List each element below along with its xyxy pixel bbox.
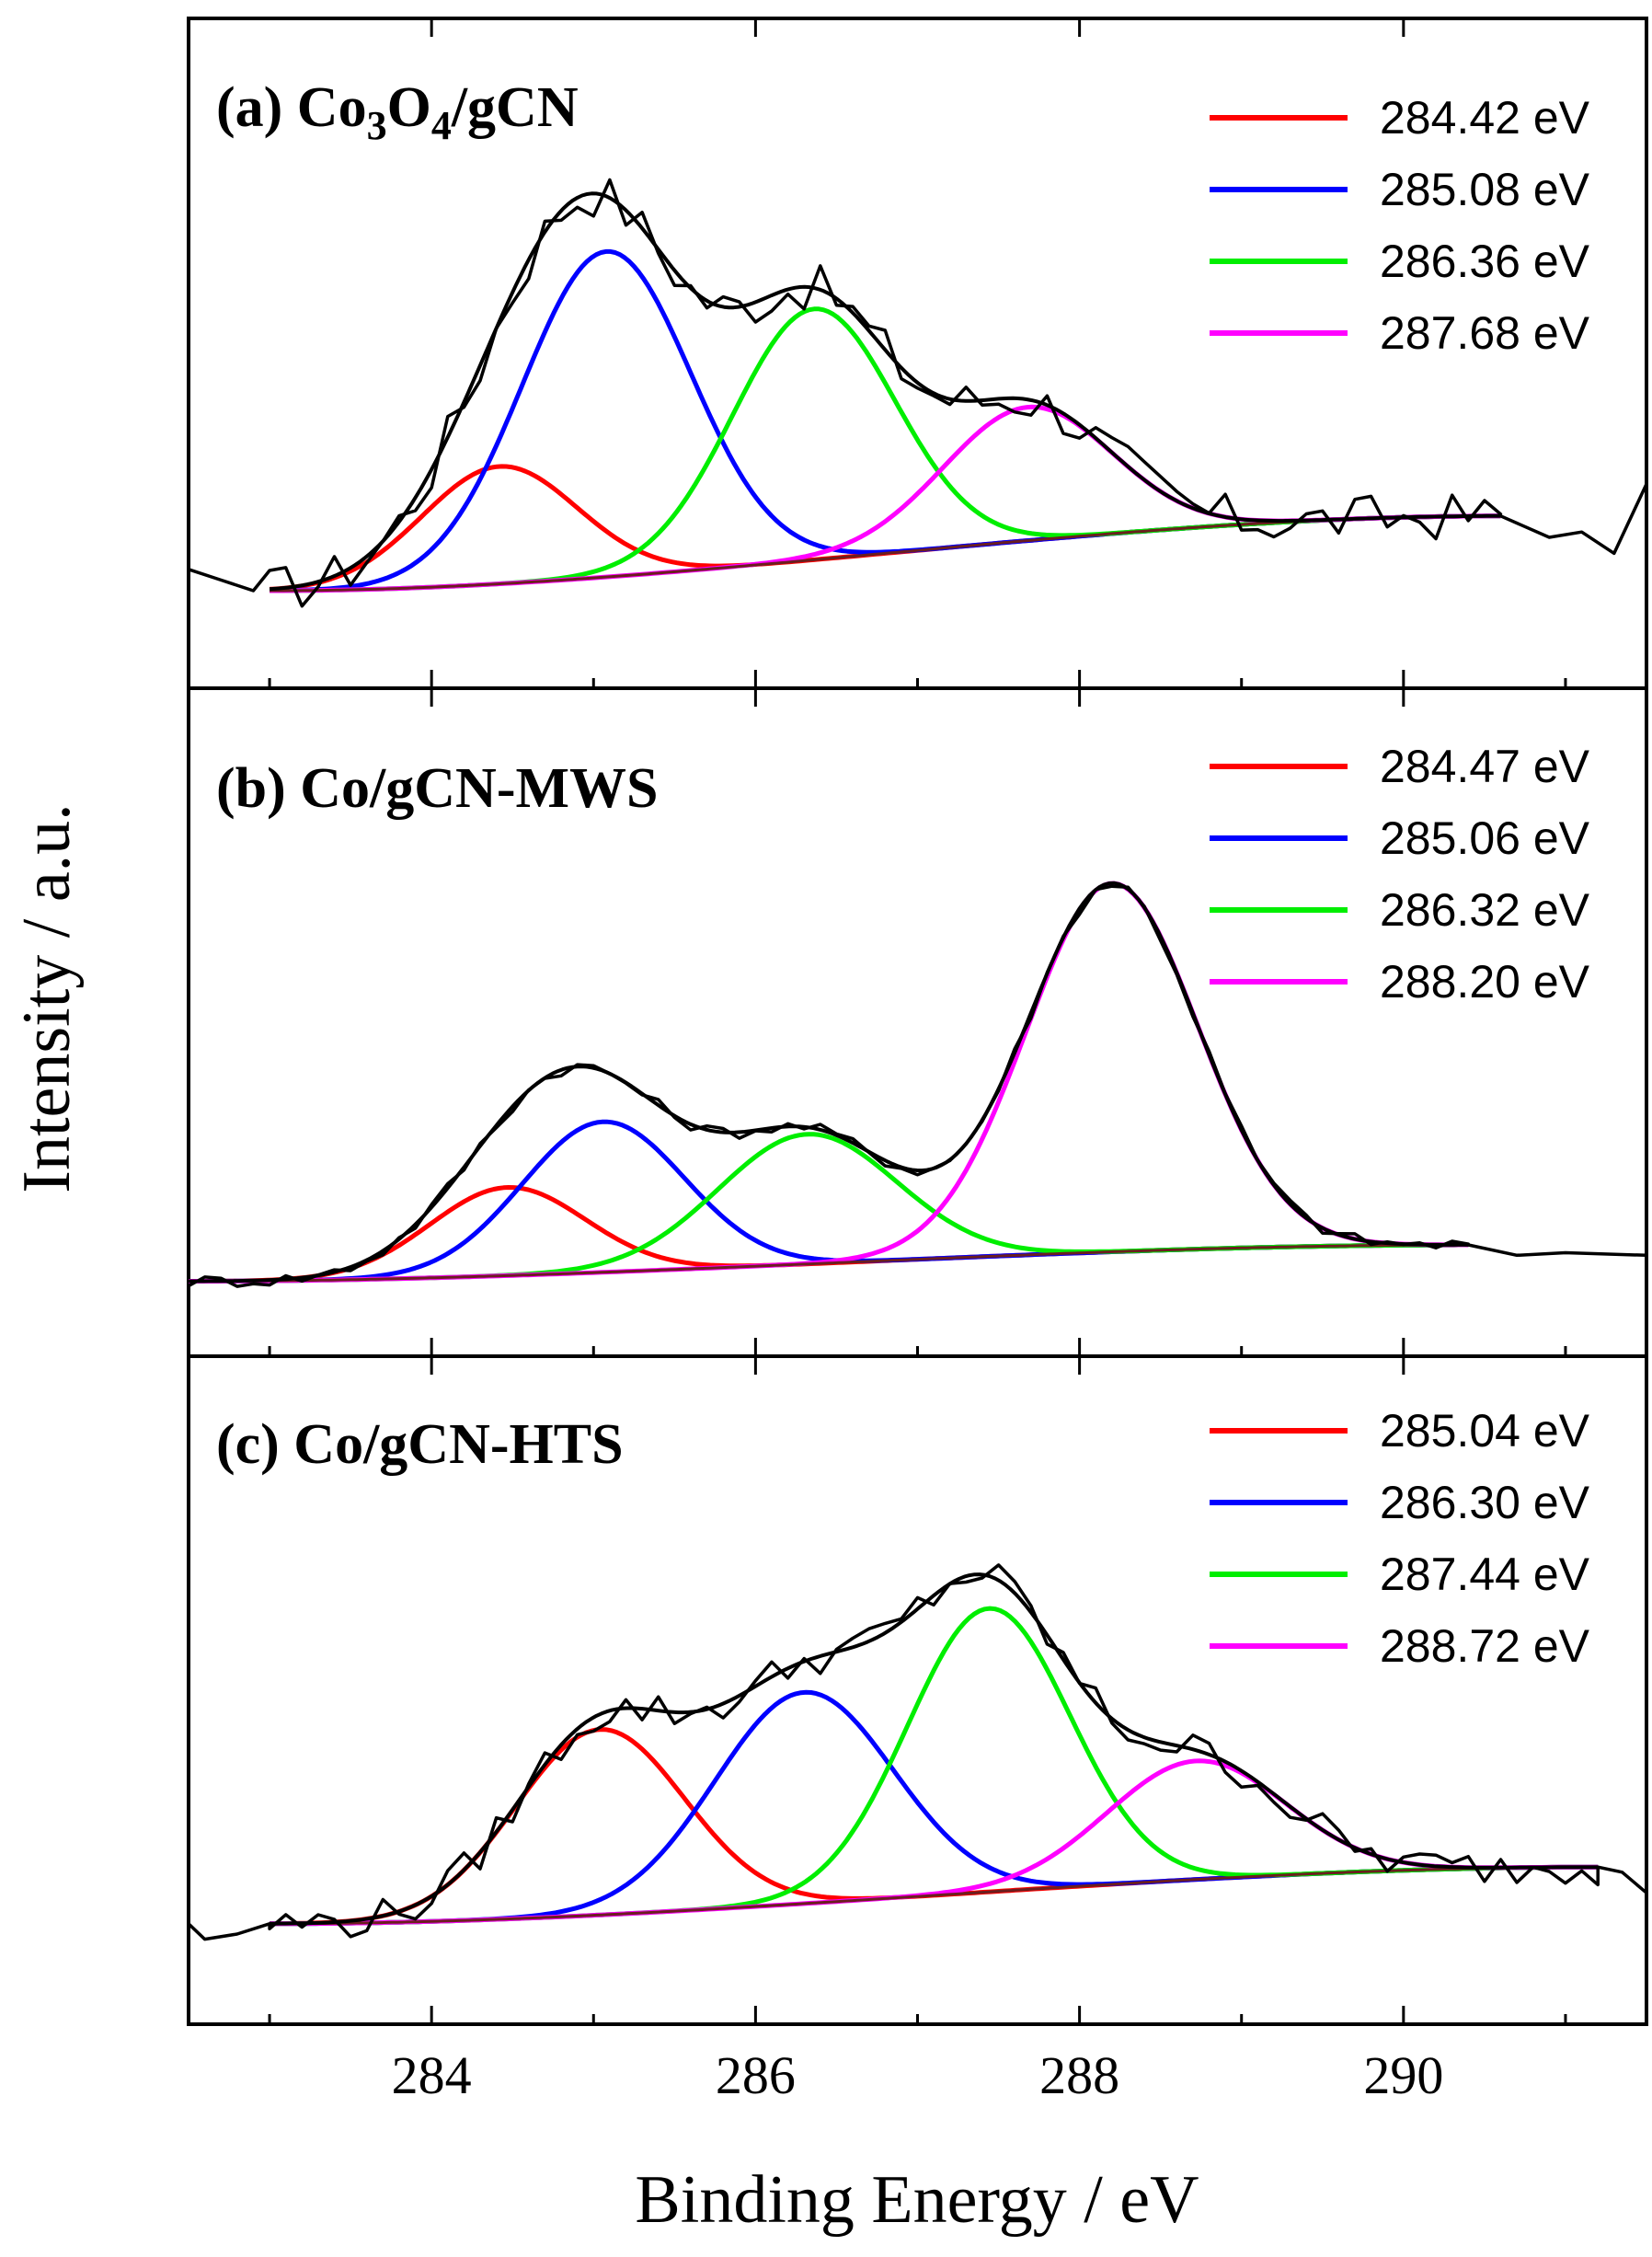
- legend-label-4: 288.72 eV: [1380, 1620, 1590, 1672]
- x-tick-label: 284: [392, 2045, 472, 2105]
- title-subscript: 3: [367, 103, 387, 148]
- title-text: (b) Co/gCN-MWS: [216, 757, 658, 820]
- x-tick-label: 288: [1039, 2045, 1119, 2105]
- raw-spectrum: [187, 1563, 1648, 1941]
- panel-b: (b) Co/gCN-MWS 284.47 eV 285.06 eV 286.32 e…: [187, 686, 1648, 1358]
- panel-title: (c) Co/gCN-HTS: [216, 1413, 624, 1476]
- panel-title: (b) Co/gCN-MWS: [216, 757, 658, 820]
- background-line: [189, 1243, 1469, 1283]
- legend-label-3: 287.44 eV: [1380, 1549, 1590, 1600]
- panels-layer: (a) Co3O4/gCN 284.42 eV 285.08 eV 286.36 eV…: [187, 17, 1648, 2026]
- legend-label-2: 286.30 eV: [1380, 1477, 1590, 1528]
- title-text: /gCN: [451, 76, 579, 139]
- fit-envelope: [269, 191, 1501, 592]
- x-axis: 284 286 288 290: [392, 2045, 1444, 2105]
- legend-label-3: 286.36 eV: [1380, 236, 1590, 287]
- x-tick-label: 290: [1363, 2045, 1443, 2105]
- x-tick-label: 286: [716, 2045, 796, 2105]
- title-text: (a) Co: [216, 76, 367, 139]
- title-subscript: 4: [431, 103, 452, 148]
- legend-label-2: 285.08 eV: [1380, 164, 1590, 215]
- legend-label-4: 287.68 eV: [1380, 307, 1590, 359]
- legend-label-3: 286.32 eV: [1380, 884, 1590, 936]
- panel-c: (c) Co/gCN-HTS 285.04 eV 286.30 eV 287.44 e…: [187, 1354, 1648, 2026]
- panel-title: (a) Co3O4/gCN: [216, 76, 579, 148]
- y-axis-title: Intensity / a.u.: [9, 803, 85, 1192]
- panel-a: (a) Co3O4/gCN 284.42 eV 285.08 eV 286.36 eV…: [187, 17, 1648, 690]
- legend-label-1: 284.42 eV: [1380, 92, 1590, 144]
- raw-spectrum: [188, 178, 1648, 608]
- legend-label-4: 288.20 eV: [1380, 956, 1590, 1008]
- legend-label-1: 284.47 eV: [1380, 741, 1590, 792]
- raw-spectrum: [188, 884, 1647, 1288]
- background-line: [270, 1865, 1599, 1926]
- title-text: O: [387, 76, 431, 139]
- legend-label-1: 285.04 eV: [1380, 1405, 1590, 1457]
- title-text: (c) Co/gCN-HTS: [216, 1413, 624, 1476]
- x-axis-title: Binding Energy / eV: [635, 2162, 1199, 2238]
- legend-label-2: 285.06 eV: [1380, 812, 1590, 864]
